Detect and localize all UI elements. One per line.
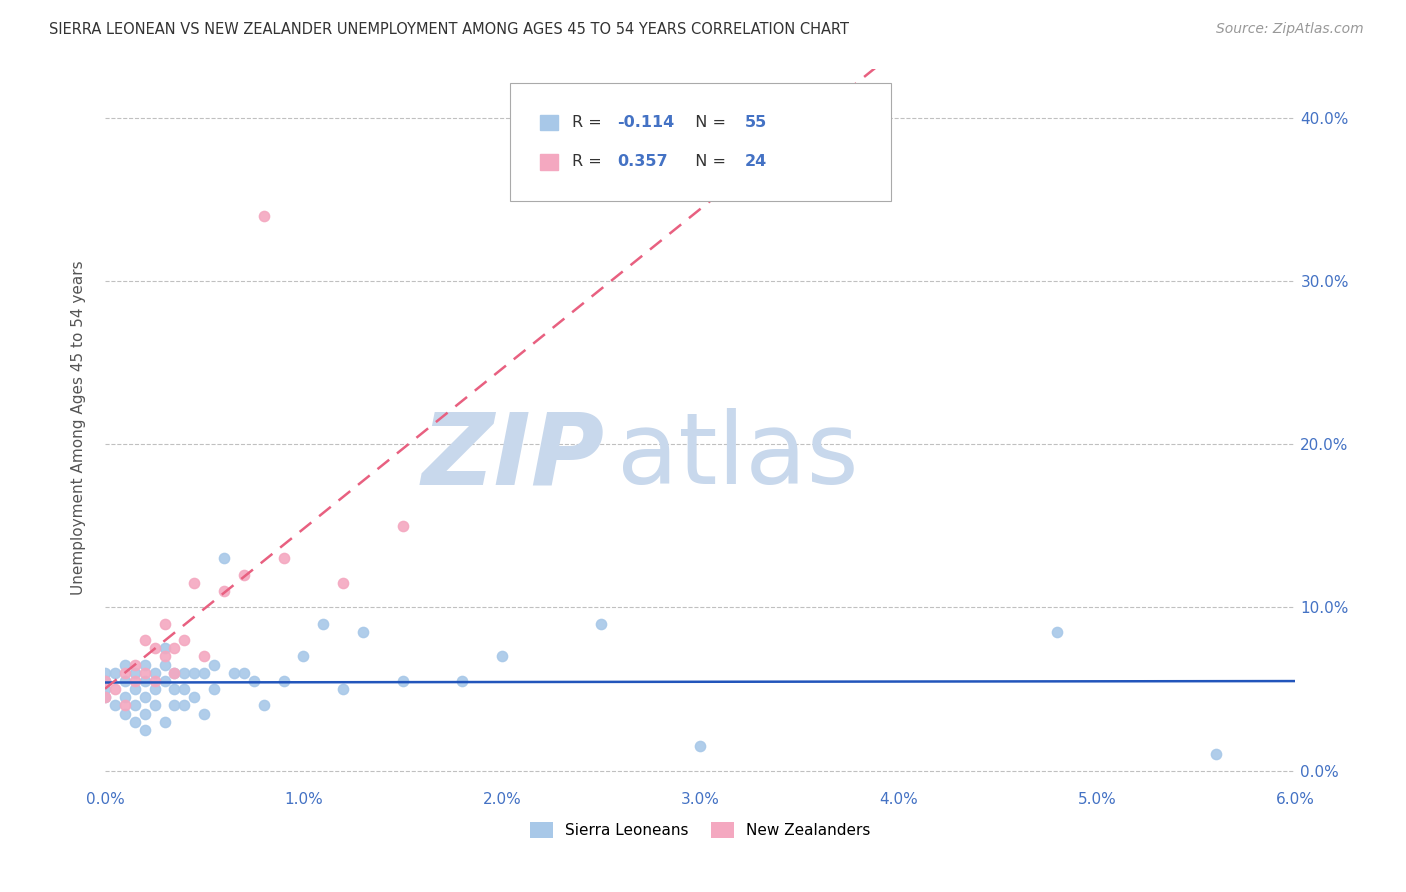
- Point: [134, 657, 156, 672]
- Point: [183, 576, 205, 591]
- Point: [163, 641, 186, 656]
- Point: [163, 698, 186, 713]
- Point: [332, 576, 354, 591]
- Text: 0.357: 0.357: [617, 154, 668, 169]
- Point: [114, 673, 136, 688]
- Bar: [540, 114, 558, 130]
- Bar: [540, 154, 558, 169]
- Point: [173, 665, 195, 680]
- Point: [153, 657, 176, 672]
- Point: [153, 641, 176, 656]
- Point: [193, 706, 215, 721]
- Point: [153, 714, 176, 729]
- Text: R =: R =: [572, 115, 607, 130]
- Y-axis label: Unemployment Among Ages 45 to 54 years: Unemployment Among Ages 45 to 54 years: [72, 260, 86, 595]
- Point: [104, 665, 127, 680]
- Point: [124, 698, 146, 713]
- Point: [124, 657, 146, 672]
- Point: [134, 665, 156, 680]
- Text: R =: R =: [572, 154, 607, 169]
- Point: [114, 706, 136, 721]
- Legend: Sierra Leoneans, New Zealanders: Sierra Leoneans, New Zealanders: [523, 816, 877, 844]
- Point: [391, 673, 413, 688]
- Point: [143, 665, 166, 680]
- Point: [173, 633, 195, 648]
- Point: [134, 633, 156, 648]
- Point: [183, 665, 205, 680]
- Point: [143, 673, 166, 688]
- Point: [94, 690, 117, 705]
- Point: [124, 673, 146, 688]
- Point: [183, 690, 205, 705]
- Point: [273, 673, 295, 688]
- Point: [222, 665, 245, 680]
- Text: -0.114: -0.114: [617, 115, 675, 130]
- Point: [193, 649, 215, 664]
- Point: [94, 665, 117, 680]
- Point: [94, 690, 117, 705]
- Point: [312, 616, 335, 631]
- Point: [94, 682, 117, 697]
- Point: [292, 649, 315, 664]
- Text: Source: ZipAtlas.com: Source: ZipAtlas.com: [1216, 22, 1364, 37]
- Point: [212, 551, 235, 566]
- Point: [332, 682, 354, 697]
- Point: [232, 665, 254, 680]
- Point: [202, 682, 225, 697]
- Point: [253, 698, 276, 713]
- Point: [163, 665, 186, 680]
- Point: [143, 682, 166, 697]
- Point: [124, 682, 146, 697]
- Point: [143, 641, 166, 656]
- Point: [1046, 625, 1069, 640]
- Point: [212, 584, 235, 599]
- Point: [114, 698, 136, 713]
- Point: [153, 616, 176, 631]
- Point: [134, 690, 156, 705]
- Point: [589, 616, 612, 631]
- Text: SIERRA LEONEAN VS NEW ZEALANDER UNEMPLOYMENT AMONG AGES 45 TO 54 YEARS CORRELATI: SIERRA LEONEAN VS NEW ZEALANDER UNEMPLOY…: [49, 22, 849, 37]
- Point: [173, 698, 195, 713]
- FancyBboxPatch shape: [510, 83, 890, 202]
- Point: [352, 625, 374, 640]
- Point: [114, 665, 136, 680]
- Point: [232, 567, 254, 582]
- Point: [134, 673, 156, 688]
- Point: [243, 673, 266, 688]
- Text: 55: 55: [745, 115, 768, 130]
- Point: [391, 518, 413, 533]
- Point: [124, 665, 146, 680]
- Point: [153, 649, 176, 664]
- Point: [202, 657, 225, 672]
- Point: [689, 739, 711, 754]
- Point: [143, 698, 166, 713]
- Point: [491, 649, 513, 664]
- Point: [451, 673, 474, 688]
- Point: [134, 723, 156, 737]
- Text: N =: N =: [685, 115, 731, 130]
- Point: [94, 673, 117, 688]
- Point: [193, 665, 215, 680]
- Text: N =: N =: [685, 154, 731, 169]
- Point: [1205, 747, 1227, 762]
- Point: [273, 551, 295, 566]
- Point: [104, 698, 127, 713]
- Point: [114, 657, 136, 672]
- Point: [153, 673, 176, 688]
- Point: [114, 690, 136, 705]
- Point: [163, 682, 186, 697]
- Point: [124, 714, 146, 729]
- Point: [173, 682, 195, 697]
- Point: [104, 682, 127, 697]
- Text: atlas: atlas: [617, 408, 859, 505]
- Point: [94, 673, 117, 688]
- Text: 24: 24: [745, 154, 768, 169]
- Text: ZIP: ZIP: [422, 408, 605, 505]
- Point: [134, 706, 156, 721]
- Point: [253, 209, 276, 223]
- Point: [163, 665, 186, 680]
